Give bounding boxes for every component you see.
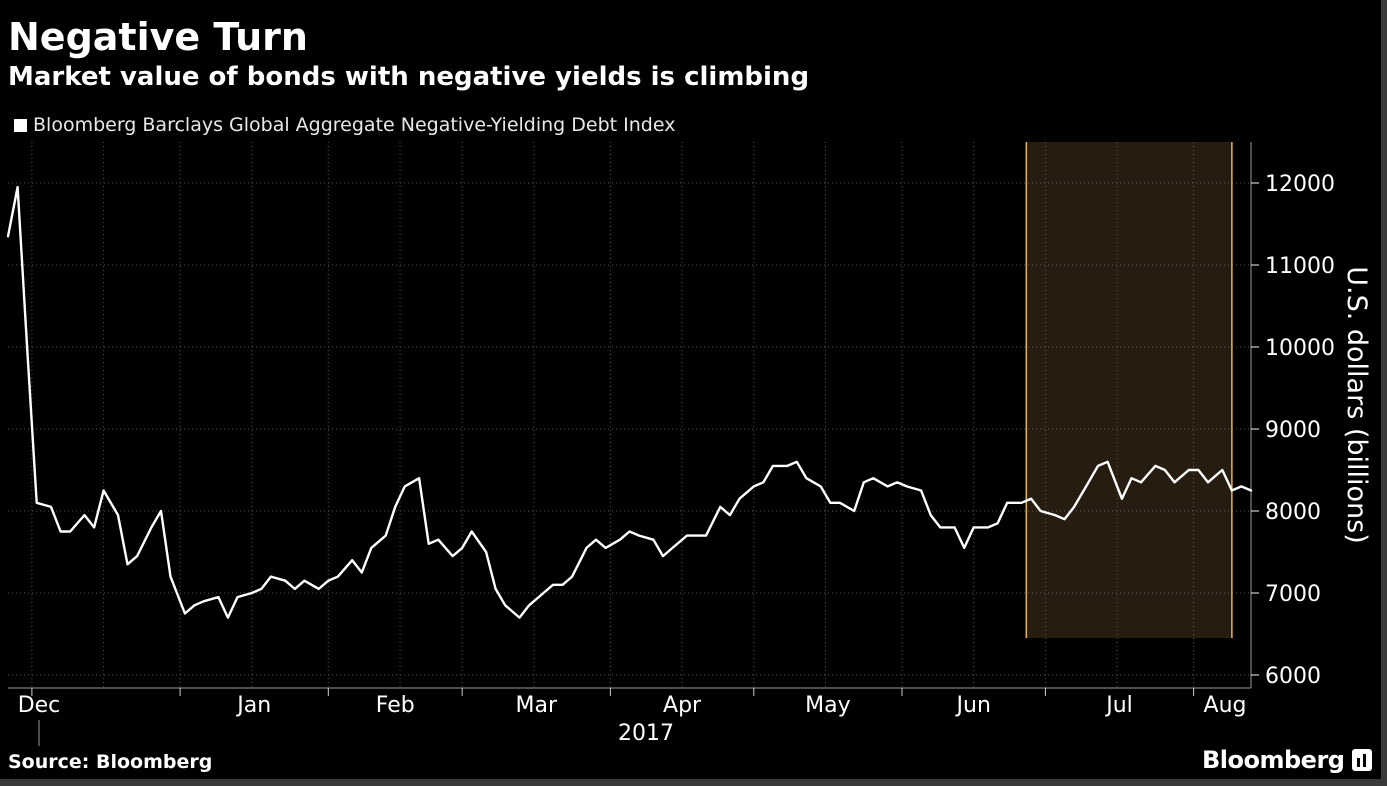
x-tick-label: Jun (955, 693, 991, 718)
y-tick-label: 11000 (1265, 254, 1335, 279)
y-tick-label: 6000 (1265, 664, 1321, 689)
x-tick-label: Jan (235, 693, 271, 718)
year-label: 2017 (618, 721, 674, 746)
legend: Bloomberg Barclays Global Aggregate Nega… (14, 112, 675, 138)
chart-subtitle: Market value of bonds with negative yiel… (8, 62, 810, 92)
y-tick-label: 9000 (1265, 418, 1321, 443)
y-tick-label: 8000 (1265, 500, 1321, 525)
brand-logo: Bloomberg (1202, 745, 1373, 775)
y-tick-label: 10000 (1265, 336, 1335, 361)
series-line-negative-yielding-debt (6, 185, 1253, 619)
source-note: Source: Bloomberg (8, 751, 213, 773)
legend-label: Bloomberg Barclays Global Aggregate Nega… (33, 114, 676, 136)
x-tick-label: Feb (376, 693, 415, 718)
x-tick-label: May (805, 693, 850, 718)
bloomberg-chart-icon (1352, 749, 1373, 771)
y-axis-title: U.S. dollars (billions) (1341, 266, 1372, 544)
x-tick-label: Dec (18, 693, 61, 718)
y-tick-label: 7000 (1265, 582, 1321, 607)
x-tick-label: Mar (516, 693, 558, 718)
x-tick-label: Aug (1204, 693, 1247, 718)
chart-title: Negative Turn (8, 15, 308, 59)
highlight-band (1026, 142, 1232, 639)
legend-swatch (14, 118, 27, 132)
y-tick-label: 12000 (1265, 172, 1335, 197)
x-tick-label: Apr (663, 693, 702, 718)
x-tick-label: Jul (1104, 693, 1133, 718)
brand-name: Bloomberg (1202, 746, 1345, 774)
